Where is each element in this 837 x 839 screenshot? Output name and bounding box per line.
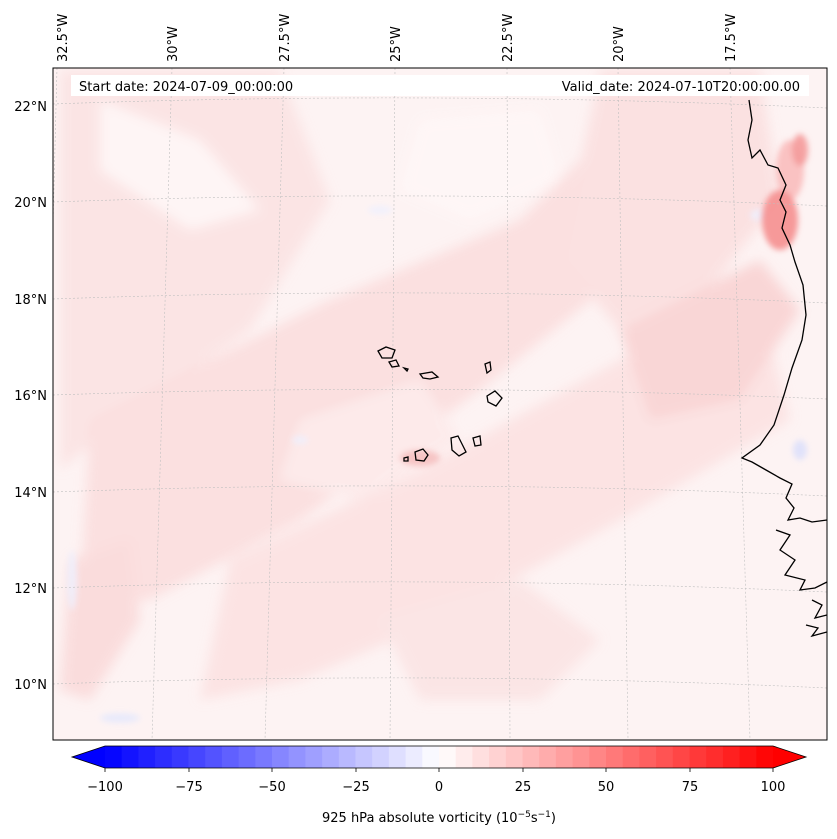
lon-label-20w: 20°W [612, 26, 627, 62]
colorbar-band [489, 746, 507, 768]
lon-label-32-5w: 32.5°W [56, 14, 71, 62]
colorbar-label: 925 hPa absolute vorticity (10−5s−1) [322, 810, 556, 826]
cbar-tick-50: 50 [598, 780, 615, 795]
colorbar-band [121, 746, 139, 768]
colorbar-band [305, 746, 323, 768]
lat-label-10n: 10°N [14, 678, 47, 693]
longitude-labels: 32.5°W 30°W 27.5°W 25°W 22.5°W 20°W 17.5… [56, 14, 739, 62]
colorbar-band [221, 746, 239, 768]
cbar-tick-neg100: −100 [87, 780, 123, 795]
colorbar-label-prefix: 925 hPa absolute vorticity (10 [322, 811, 518, 826]
colorbar-band [539, 746, 557, 768]
colorbar-band [589, 746, 607, 768]
cbar-tick-0: 0 [435, 780, 443, 795]
colorbar-band [606, 746, 624, 768]
lat-label-16n: 16°N [14, 389, 47, 404]
cbar-tick-neg75: −75 [175, 780, 202, 795]
colorbar-band [639, 746, 657, 768]
colorbar-band [555, 746, 573, 768]
map-panel [53, 68, 827, 740]
colorbar-band [171, 746, 189, 768]
lat-label-12n: 12°N [14, 582, 47, 597]
cape-verde-islands [377, 346, 503, 462]
colorbar-band [255, 746, 273, 768]
colorbar-ticks [104, 768, 774, 772]
lat-label-20n: 20°N [14, 196, 47, 211]
colorbar-band [656, 746, 674, 768]
colorbar-band [622, 746, 640, 768]
colorbar-band [422, 746, 440, 768]
colorbar-band [388, 746, 406, 768]
lat-label-14n: 14°N [14, 486, 47, 501]
colorbar-band [372, 746, 390, 768]
lon-label-17-5w: 17.5°W [724, 14, 739, 62]
colorbar-band [288, 746, 306, 768]
latitude-labels: 22°N 20°N 18°N 16°N 14°N 12°N 10°N [14, 100, 47, 693]
colorbar-band [756, 746, 774, 768]
colorbar-band [405, 746, 423, 768]
cbar-tick-100: 100 [761, 780, 786, 795]
colorbar-tick-labels: −100 −75 −50 −25 0 25 50 75 100 [87, 780, 785, 795]
colorbar-band [188, 746, 206, 768]
graticule [53, 68, 827, 740]
colorbar-label-suffix: ) [551, 811, 556, 826]
colorbar-band [322, 746, 340, 768]
colorbar-band [672, 746, 690, 768]
start-date-label: Start date: 2024-07-09_00:00:00 [79, 80, 293, 95]
colorbar-band [505, 746, 523, 768]
colorbar-label-exp2: −1 [538, 810, 551, 820]
lat-label-18n: 18°N [14, 293, 47, 308]
lon-label-22-5w: 22.5°W [501, 14, 516, 62]
colorbar-band [355, 746, 373, 768]
lon-label-25w: 25°W [389, 26, 404, 62]
colorbar-band [155, 746, 173, 768]
map-frame [52, 67, 828, 741]
cbar-tick-neg50: −50 [258, 780, 285, 795]
valid-date-label: Valid_date: 2024-07-10T20:00:00.00 [562, 80, 800, 95]
colorbar-band [472, 746, 490, 768]
colorbar-bands [72, 746, 806, 768]
lon-label-30w: 30°W [166, 26, 181, 62]
cbar-tick-neg25: −25 [342, 780, 369, 795]
cbar-tick-75: 75 [682, 780, 699, 795]
colorbar-band [689, 746, 707, 768]
header-strip [71, 75, 809, 96]
colorbar-min-extend-arrow [72, 746, 105, 768]
lon-label-27-5w: 27.5°W [278, 14, 293, 62]
colorbar-band [572, 746, 590, 768]
colorbar-band [238, 746, 256, 768]
colorbar-band [338, 746, 356, 768]
colorbar-max-extend-arrow [773, 746, 806, 768]
colorbar-band [272, 746, 290, 768]
lat-label-22n: 22°N [14, 100, 47, 115]
vorticity-field [60, 70, 800, 700]
colorbar-label-exp1: −5 [518, 810, 531, 820]
colorbar-band [706, 746, 724, 768]
colorbar-band [105, 746, 123, 768]
colorbar: −100 −75 −50 −25 0 25 50 75 100 925 hPa … [70, 745, 808, 826]
colorbar-band [722, 746, 740, 768]
strong-vorticity-hotspot [400, 134, 808, 466]
colorbar-band [138, 746, 156, 768]
colorbar-band [522, 746, 540, 768]
cbar-tick-25: 25 [515, 780, 532, 795]
colorbar-band [739, 746, 757, 768]
coastline-africa [740, 99, 827, 638]
colorbar-band [439, 746, 457, 768]
colorbar-band [205, 746, 223, 768]
colorbar-label-mid: s [531, 811, 538, 826]
colorbar-band [455, 746, 473, 768]
